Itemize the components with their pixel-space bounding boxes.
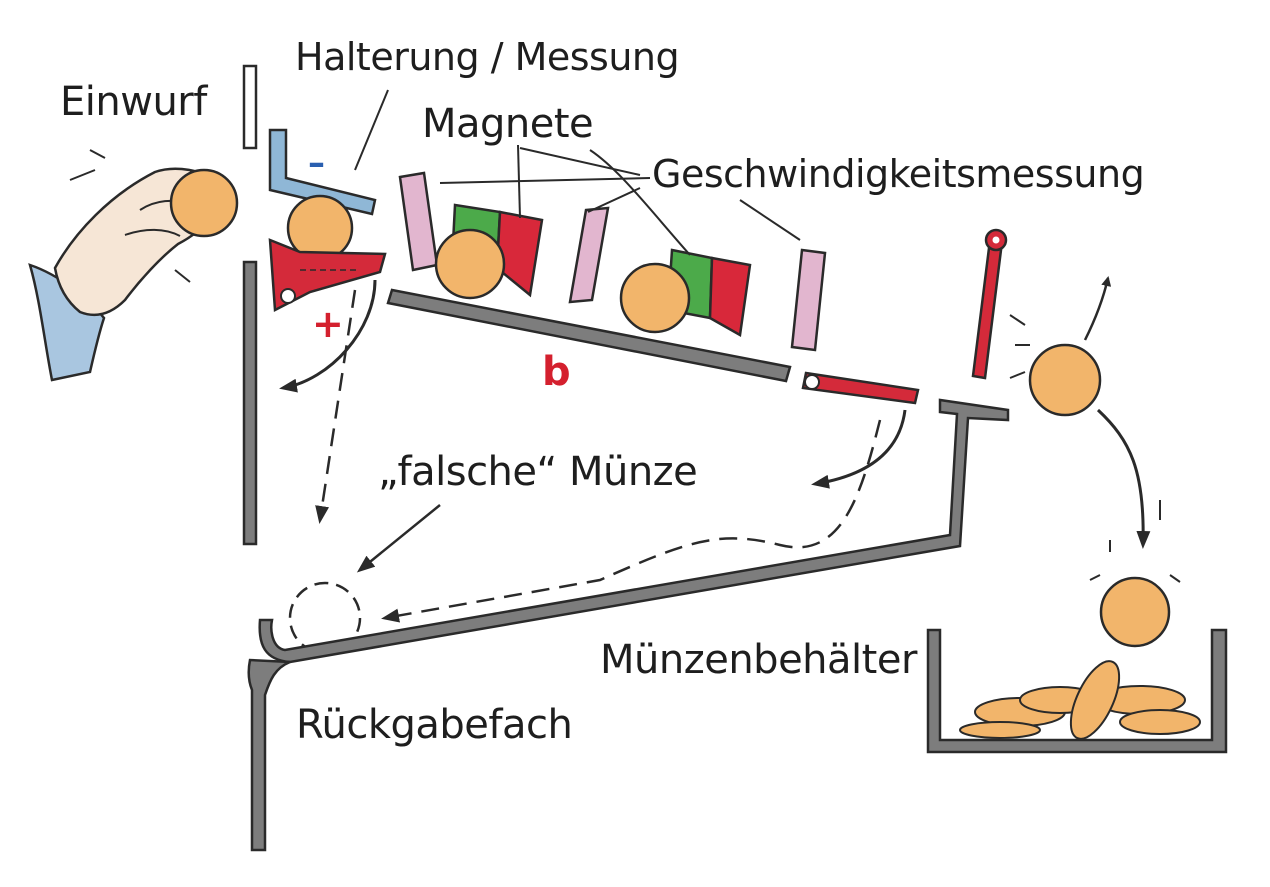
return-chute: [258, 398, 1010, 664]
magnet-icon: [666, 248, 752, 337]
label-magnete: Magnete: [422, 101, 594, 147]
entry-gate-icon: [268, 238, 387, 312]
coin-icon: [619, 262, 691, 334]
label-halterung-messung: Halterung / Messung: [295, 35, 680, 79]
arrow-icon: [1096, 408, 1151, 549]
gate-icon: [801, 371, 920, 405]
main-rail: [386, 288, 792, 383]
holder-icon: [268, 128, 377, 216]
slot-upper: [242, 64, 258, 150]
coin-container: [926, 628, 1228, 754]
sensor-icon: [398, 171, 439, 272]
coin-icon: [1028, 343, 1102, 417]
arrow-icon: [356, 504, 441, 573]
coin-icon: [434, 228, 506, 300]
plus-symbol: +: [312, 302, 344, 346]
label-muenzenbehaelter: Münzenbehälter: [600, 637, 917, 683]
sensor-icon: [568, 206, 610, 304]
sensor-icon: [790, 248, 827, 352]
label-falsche-muenze: „falsche“ Münze: [378, 449, 698, 495]
lever-icon: [971, 228, 1008, 380]
b-symbol: b: [542, 349, 571, 395]
label-einwurf: Einwurf: [60, 79, 207, 125]
coin-icon: [169, 168, 239, 238]
coin-icon: [1099, 576, 1171, 648]
minus-symbol: –: [308, 143, 325, 183]
label-rueckgabefach: Rückgabefach: [296, 702, 573, 748]
label-geschwindigkeitsmessung: Geschwindigkeitsmessung: [652, 152, 1145, 196]
slot-lower: [242, 260, 258, 546]
